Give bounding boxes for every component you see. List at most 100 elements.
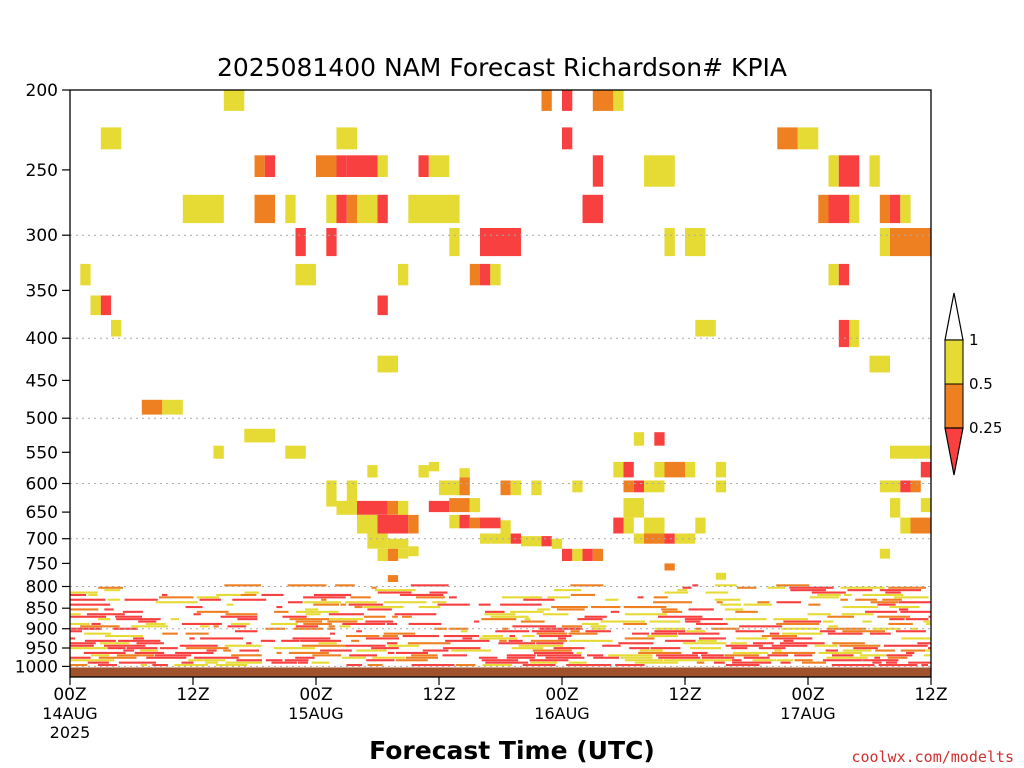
ri-streak [328,625,335,628]
ri-streak [608,654,625,657]
ri-cell [592,155,604,187]
ri-streak [568,632,598,635]
ri-streak [145,622,166,625]
x-tick-label: 00Z [791,685,824,705]
ri-streak [774,649,782,652]
ri-streak [367,664,383,667]
x-tick-date: 14AUG [42,704,97,723]
ri-streak [794,654,813,657]
ri-streak [582,622,599,625]
ri-streak [910,627,918,630]
ri-streak [928,647,931,650]
ri-streak [185,632,209,635]
ri-cell [408,546,419,557]
ri-streak [387,651,395,654]
ri-streak [460,630,468,633]
ri-streak [523,598,555,601]
ri-streak [737,586,757,589]
ri-streak [350,596,371,599]
ri-streak [329,618,364,621]
y-tick-label: 900 [26,620,58,640]
ri-streak [179,644,218,647]
ri-cell [387,500,399,515]
ri-streak [758,647,786,650]
ri-streak [70,615,107,618]
ri-streak [365,620,394,623]
ri-cell [562,127,573,150]
ri-streak [399,593,444,596]
ri-streak [83,651,126,654]
x-tick-label: 00Z [299,685,332,705]
ri-streak [901,637,931,640]
ri-streak [537,608,551,611]
ri-streak [568,661,587,664]
ri-streak [701,656,735,659]
ri-streak [287,584,327,587]
ri-streak [576,651,582,654]
ri-streak [831,664,875,667]
ri-streak [752,659,777,662]
ri-streak [713,661,725,664]
ri-streak [305,613,321,616]
ri-streak [70,637,76,640]
ri-streak [482,664,512,667]
ri-cell [654,432,665,446]
ri-streak [383,632,416,635]
ri-streak [692,584,699,587]
ri-streak [174,664,208,667]
ri-streak [312,654,342,657]
ri-streak [162,632,178,635]
y-tick-label: 450 [26,371,58,391]
ri-streak [522,664,556,667]
ri-streak [481,659,519,662]
ri-streak [506,654,536,657]
ri-cell [90,295,101,316]
ri-cell [890,498,901,518]
ri-streak [80,625,120,628]
ri-streak [731,647,748,650]
ri-cell [111,319,122,337]
ri-streak [226,603,234,606]
ri-streak [107,598,121,601]
ri-streak [724,654,759,657]
ri-streak [869,632,891,635]
ri-streak [456,664,476,667]
ri-streak [826,656,868,659]
ri-streak [695,627,702,630]
ri-streak [840,586,885,589]
ri-cell [367,533,388,549]
ri-streak [536,642,564,645]
ri-cell [685,228,706,257]
ri-streak [366,659,395,662]
ri-streak [321,598,327,601]
ri-cell [100,295,112,316]
ri-streak [185,647,229,650]
ri-cell [254,155,265,177]
ri-streak [502,627,508,630]
ri-streak [284,659,309,662]
x-tick-label: 12Z [914,685,947,705]
ri-cell [592,90,614,111]
ri-streak [501,596,542,599]
ri-streak [100,642,130,645]
ri-streak [529,659,569,662]
ri-streak [70,664,88,667]
ri-streak [883,644,928,647]
ri-cell [449,514,460,529]
ri-streak [383,601,427,604]
ri-streak [160,647,178,650]
ri-streak [158,596,194,599]
ri-streak [624,613,667,616]
ri-streak [570,584,604,587]
ri-streak [524,618,531,621]
ri-streak [386,622,397,625]
ri-streak [522,635,535,638]
ri-streak [647,635,678,638]
ri-streak [828,625,839,628]
ri-cell [162,399,183,415]
ri-streak [91,622,101,625]
ri-cell [582,194,603,224]
ri-streak [437,603,470,606]
ri-cell [654,461,665,478]
ri-cell [346,155,378,177]
